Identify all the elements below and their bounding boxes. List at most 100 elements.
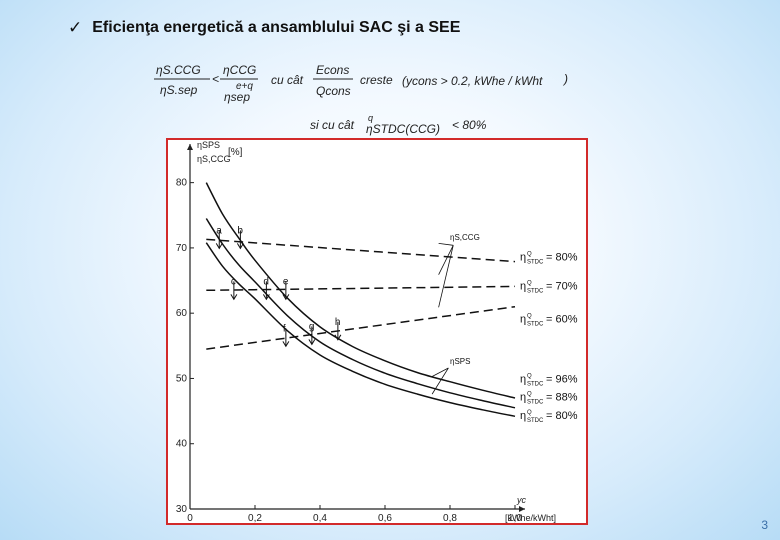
x-tick-label: 0	[187, 513, 193, 523]
efficiency-label-6: η Q STDC = 80%	[520, 410, 578, 424]
point-arrow-a	[215, 243, 223, 250]
x-axis-label: yc	[516, 495, 527, 505]
series-line-1	[206, 238, 516, 263]
label-value: = 60%	[546, 313, 578, 325]
curve-label-ccg: ηS,CCG	[450, 233, 480, 242]
y-axis-label-top: ηSPS	[197, 140, 220, 150]
point-arrow-c	[230, 294, 238, 301]
label-sup: Q	[527, 251, 532, 257]
label-value: = 80%	[546, 410, 578, 422]
point-label-g: g	[309, 321, 315, 332]
x-tick-label: 0,4	[313, 513, 327, 523]
x-tick-label: 0,2	[248, 513, 262, 523]
label-sub: STDC	[527, 400, 544, 406]
label-eta: η	[520, 251, 526, 263]
formula-eta-label: ηSTDC(CCG)	[366, 122, 440, 136]
formula-creste: creste	[360, 73, 393, 87]
efficiency-formula: ηS.CCG ηS.sep < ηCCG e+q ηsep cu cât Eco…	[154, 63, 568, 136]
formula-lhs-num: ηS.CCG	[156, 63, 201, 77]
sps-pointer-1	[431, 367, 449, 377]
y-tick-label: 80	[176, 178, 188, 189]
label-sub: STDC	[527, 418, 544, 424]
point-arrow-b	[236, 243, 244, 250]
x-tick-label: 0,8	[443, 513, 457, 523]
label-sup: Q	[527, 392, 532, 398]
y-tick-label: 70	[176, 243, 188, 254]
point-arrow-h	[334, 334, 342, 341]
formula-frac-den: Qcons	[316, 84, 351, 98]
formula-rhs-num: ηCCG	[223, 63, 256, 77]
x-tick-label: 1,0	[508, 513, 522, 523]
formula-paren-close: )	[562, 72, 568, 86]
y-tick-label: 30	[176, 504, 188, 515]
label-value: = 96%	[546, 373, 578, 385]
label-sup: Q	[527, 281, 532, 287]
formula-paren-text: (ycons > 0.2, kWhe / kWht	[402, 74, 543, 88]
label-eta: η	[520, 313, 526, 325]
ccg-pointer-2	[438, 245, 454, 275]
slide-title-row: ✓ Eficienţa energetică a ansamblului SAC…	[68, 18, 460, 38]
label-value: = 70%	[546, 281, 578, 293]
series-line-6	[205, 242, 516, 418]
formula-lt: <	[212, 72, 219, 86]
point-label-f: f	[283, 323, 286, 334]
label-eta: η	[520, 410, 526, 422]
formula-lhs-den: ηS.sep	[160, 83, 198, 97]
label-sup: Q	[527, 373, 532, 379]
label-sup: Q	[527, 410, 532, 416]
efficiency-label-4: η Q STDC = 96%	[520, 373, 578, 387]
formula-rhs-sup: e+q	[236, 81, 253, 92]
series-line-3	[206, 305, 516, 350]
ccg-pointer-1	[438, 242, 454, 246]
label-value: = 88%	[546, 392, 578, 404]
formula-rhs-den: ηsep	[224, 90, 250, 104]
point-label-e: e	[283, 276, 289, 287]
series-line-2	[206, 285, 516, 292]
label-sup: Q	[527, 313, 532, 319]
slide-title: Eficienţa energetică a ansamblului SAC ş…	[92, 19, 461, 36]
y-tick-label: 40	[176, 439, 188, 450]
x-axis-arrow	[519, 506, 525, 512]
y-tick-label: 50	[176, 373, 188, 384]
formula-cu-cat: cu cât	[271, 73, 304, 87]
y-axis-unit: [%]	[228, 147, 243, 158]
label-sub: STDC	[527, 289, 544, 295]
point-arrow-d	[262, 294, 270, 301]
formula-eta-q: q	[368, 113, 373, 123]
efficiency-label-1: η Q STDC = 80%	[520, 251, 578, 265]
checkmark-icon: ✓	[68, 18, 83, 38]
efficiency-label-5: η Q STDC = 88%	[520, 392, 578, 406]
formula-line2-tail: < 80%	[452, 118, 487, 132]
y-axis-label-bottom: ηS,CCG	[197, 154, 231, 164]
point-arrow-e	[282, 294, 290, 301]
label-eta: η	[520, 392, 526, 404]
y-axis-arrow	[187, 144, 193, 150]
formula-frac-num: Econs	[316, 63, 349, 77]
point-label-c: c	[231, 276, 236, 287]
point-label-a: a	[216, 225, 222, 236]
point-label-h: h	[335, 317, 341, 328]
series-line-5	[205, 218, 516, 409]
point-arrow-f	[282, 341, 290, 348]
label-sub: STDC	[527, 381, 544, 387]
efficiency-label-3: η Q STDC = 60%	[520, 313, 578, 327]
point-label-b: b	[237, 225, 243, 236]
y-tick-label: 60	[176, 308, 188, 319]
point-arrow-g	[308, 339, 316, 346]
x-axis-unit: [kWhe/kWht]	[505, 513, 556, 523]
efficiency-label-2: η Q STDC = 70%	[520, 281, 578, 295]
x-tick-label: 0,6	[378, 513, 392, 523]
label-eta: η	[520, 373, 526, 385]
label-sub: STDC	[527, 321, 544, 327]
ccg-pointer-3	[438, 245, 454, 308]
curve-label-sps: ηSPS	[450, 357, 470, 366]
sps-pointer-2	[431, 367, 449, 395]
formula-line2: si cu cât	[310, 118, 355, 132]
label-eta: η	[520, 281, 526, 293]
label-sub: STDC	[527, 259, 544, 265]
label-value: = 80%	[546, 251, 578, 263]
point-label-d: d	[263, 276, 269, 287]
page-number: 3	[761, 518, 768, 532]
